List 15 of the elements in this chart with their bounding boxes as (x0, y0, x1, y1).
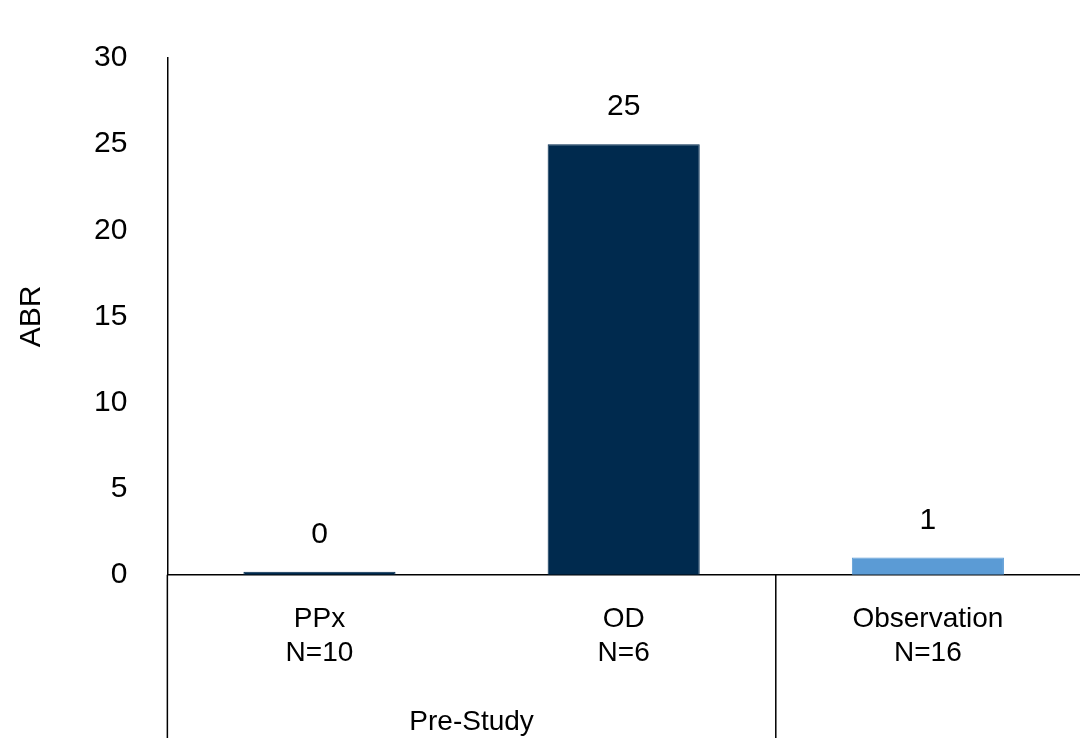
data-label: 1 (919, 501, 937, 535)
y-tick-label: 0 (110, 556, 128, 590)
x-tick-label: PPx N=10 (285, 602, 354, 667)
y-tick-label: 30 (93, 39, 128, 73)
y-tick-label: 25 (93, 125, 128, 159)
y-axis-title: ABR (13, 285, 47, 348)
y-tick-label: 10 (93, 383, 128, 417)
text: Pre-Study (409, 704, 534, 736)
data-label: 25 (607, 88, 641, 122)
y-tick-label: 20 (93, 211, 128, 245)
x-tick-label: OD N=6 (597, 602, 650, 667)
y-tick-label: 15 (93, 297, 128, 331)
data-label: 0 (311, 516, 328, 550)
y-tick-label: 5 (110, 469, 128, 503)
x-tick-label: Observation N=16 (852, 602, 1004, 667)
